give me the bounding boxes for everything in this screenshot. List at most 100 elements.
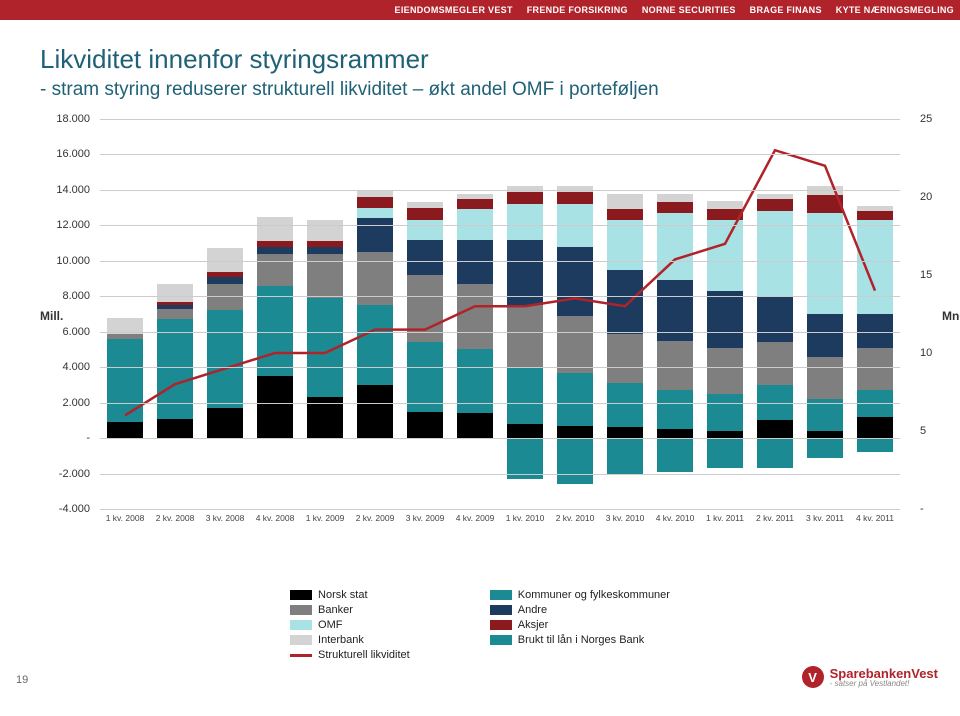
x-label: 3 kv. 2010 — [600, 509, 650, 539]
bar-segment-norsk_stat — [757, 420, 793, 438]
legend-item: OMF — [290, 619, 410, 631]
bar-segment-aksjer — [757, 199, 793, 211]
bar-segment-interbank — [307, 220, 343, 241]
page-number: 19 — [16, 674, 28, 686]
bar-segment-banker — [807, 357, 843, 400]
topbar-item: NORNE SECURITIES — [642, 5, 736, 15]
bar-segment-brukt_lan — [607, 438, 643, 473]
legend-label: Brukt til lån i Norges Bank — [518, 634, 645, 646]
y-left-tick: 2.000 — [40, 397, 90, 409]
bar-segment-norsk_stat — [607, 427, 643, 438]
slide-body: Likviditet innenfor styringsrammer - str… — [0, 20, 960, 696]
bar-segment-omf — [807, 213, 843, 314]
title-line1: Likviditet innenfor styringsrammer — [40, 44, 920, 75]
bar-segment-kommuner — [307, 298, 343, 397]
topbar-item: KYTE NÆRINGSMEGLING — [836, 5, 954, 15]
bar-segment-andre — [357, 218, 393, 252]
bar-segment-norsk_stat — [807, 431, 843, 438]
bar-segment-norsk_stat — [407, 412, 443, 439]
y-right-tick: 20 — [920, 191, 950, 203]
x-label: 1 kv. 2010 — [500, 509, 550, 539]
bar-segment-omf — [757, 211, 793, 296]
bar-segment-norsk_stat — [257, 376, 293, 438]
bar-segment-banker — [757, 342, 793, 385]
x-label: 1 kv. 2008 — [100, 509, 150, 539]
y-left-tick: 4.000 — [40, 361, 90, 373]
bar-segment-kommuner — [507, 367, 543, 424]
bar-column — [400, 119, 450, 509]
x-label: 3 kv. 2008 — [200, 509, 250, 539]
bar-column — [350, 119, 400, 509]
y-right-tick: 15 — [920, 269, 950, 281]
bar-segment-brukt_lan — [757, 438, 793, 468]
bar-segment-aksjer — [407, 208, 443, 220]
footer-logo: V SparebankenVest - satser på Vestlandet… — [802, 666, 938, 688]
bar-segment-banker — [857, 348, 893, 391]
bar-column — [750, 119, 800, 509]
bar-segment-andre — [307, 247, 343, 254]
plot-area — [100, 119, 900, 509]
bar-segment-aksjer — [357, 197, 393, 208]
bar-segment-norsk_stat — [557, 426, 593, 438]
chart: Mill. Mnd. 1 kv. 20082 kv. 20083 kv. 200… — [40, 119, 920, 539]
bar-segment-andre — [707, 291, 743, 348]
bar-segment-omf — [707, 220, 743, 291]
bar-segment-norsk_stat — [357, 385, 393, 438]
bar-column — [600, 119, 650, 509]
gridline — [100, 438, 900, 439]
x-label: 3 kv. 2009 — [400, 509, 450, 539]
bar-segment-aksjer — [457, 199, 493, 210]
bar-segment-norsk_stat — [107, 422, 143, 438]
gridline — [100, 154, 900, 155]
x-label: 1 kv. 2011 — [700, 509, 750, 539]
x-label: 4 kv. 2010 — [650, 509, 700, 539]
legend-item: Kommuner og fylkeskommuner — [490, 589, 670, 601]
x-label: 2 kv. 2011 — [750, 509, 800, 539]
bar-segment-kommuner — [607, 383, 643, 427]
bar-segment-interbank — [657, 194, 693, 203]
topbar-item: BRAGE FINANS — [750, 5, 822, 15]
x-label: 2 kv. 2009 — [350, 509, 400, 539]
legend: Norsk statBankerOMFInterbankStrukturell … — [40, 589, 920, 661]
bar-segment-aksjer — [807, 195, 843, 213]
x-label: 2 kv. 2008 — [150, 509, 200, 539]
bar-column — [250, 119, 300, 509]
bar-segment-interbank — [707, 201, 743, 210]
bar-segment-banker — [657, 341, 693, 391]
y-left-tick: 6.000 — [40, 326, 90, 338]
bar-segment-interbank — [257, 217, 293, 242]
bar-segment-andre — [807, 314, 843, 357]
y-left-tick: 12.000 — [40, 219, 90, 231]
bar-segment-norsk_stat — [207, 408, 243, 438]
legend-swatch — [290, 635, 312, 645]
bar-segment-banker — [707, 348, 743, 394]
legend-item: Norsk stat — [290, 589, 410, 601]
bar-segment-brukt_lan — [657, 438, 693, 472]
legend-label: Aksjer — [518, 619, 549, 631]
x-label: 3 kv. 2011 — [800, 509, 850, 539]
legend-label: OMF — [318, 619, 342, 631]
bar-column — [150, 119, 200, 509]
legend-item: Andre — [490, 604, 670, 616]
x-label: 4 kv. 2009 — [450, 509, 500, 539]
bar-column — [800, 119, 850, 509]
bar-segment-aksjer — [857, 211, 893, 220]
logo-text: SparebankenVest — [830, 667, 938, 680]
bars-container — [100, 119, 900, 509]
legend-label: Kommuner og fylkeskommuner — [518, 589, 670, 601]
gridline — [100, 296, 900, 297]
y-left-tick: 10.000 — [40, 255, 90, 267]
legend-label: Strukturell likviditet — [318, 649, 410, 661]
bar-segment-andre — [607, 270, 643, 334]
legend-item: Banker — [290, 604, 410, 616]
gridline — [100, 261, 900, 262]
bar-segment-norsk_stat — [707, 431, 743, 438]
bar-column — [200, 119, 250, 509]
logo-tagline: - satser på Vestlandet! — [830, 680, 938, 688]
bar-segment-norsk_stat — [657, 429, 693, 438]
y-right-tick: 10 — [920, 347, 950, 359]
topbar-item: EIENDOMSMEGLER VEST — [395, 5, 513, 15]
legend-item: Strukturell likviditet — [290, 649, 410, 661]
x-label: 4 kv. 2008 — [250, 509, 300, 539]
bar-segment-kommuner — [657, 390, 693, 429]
